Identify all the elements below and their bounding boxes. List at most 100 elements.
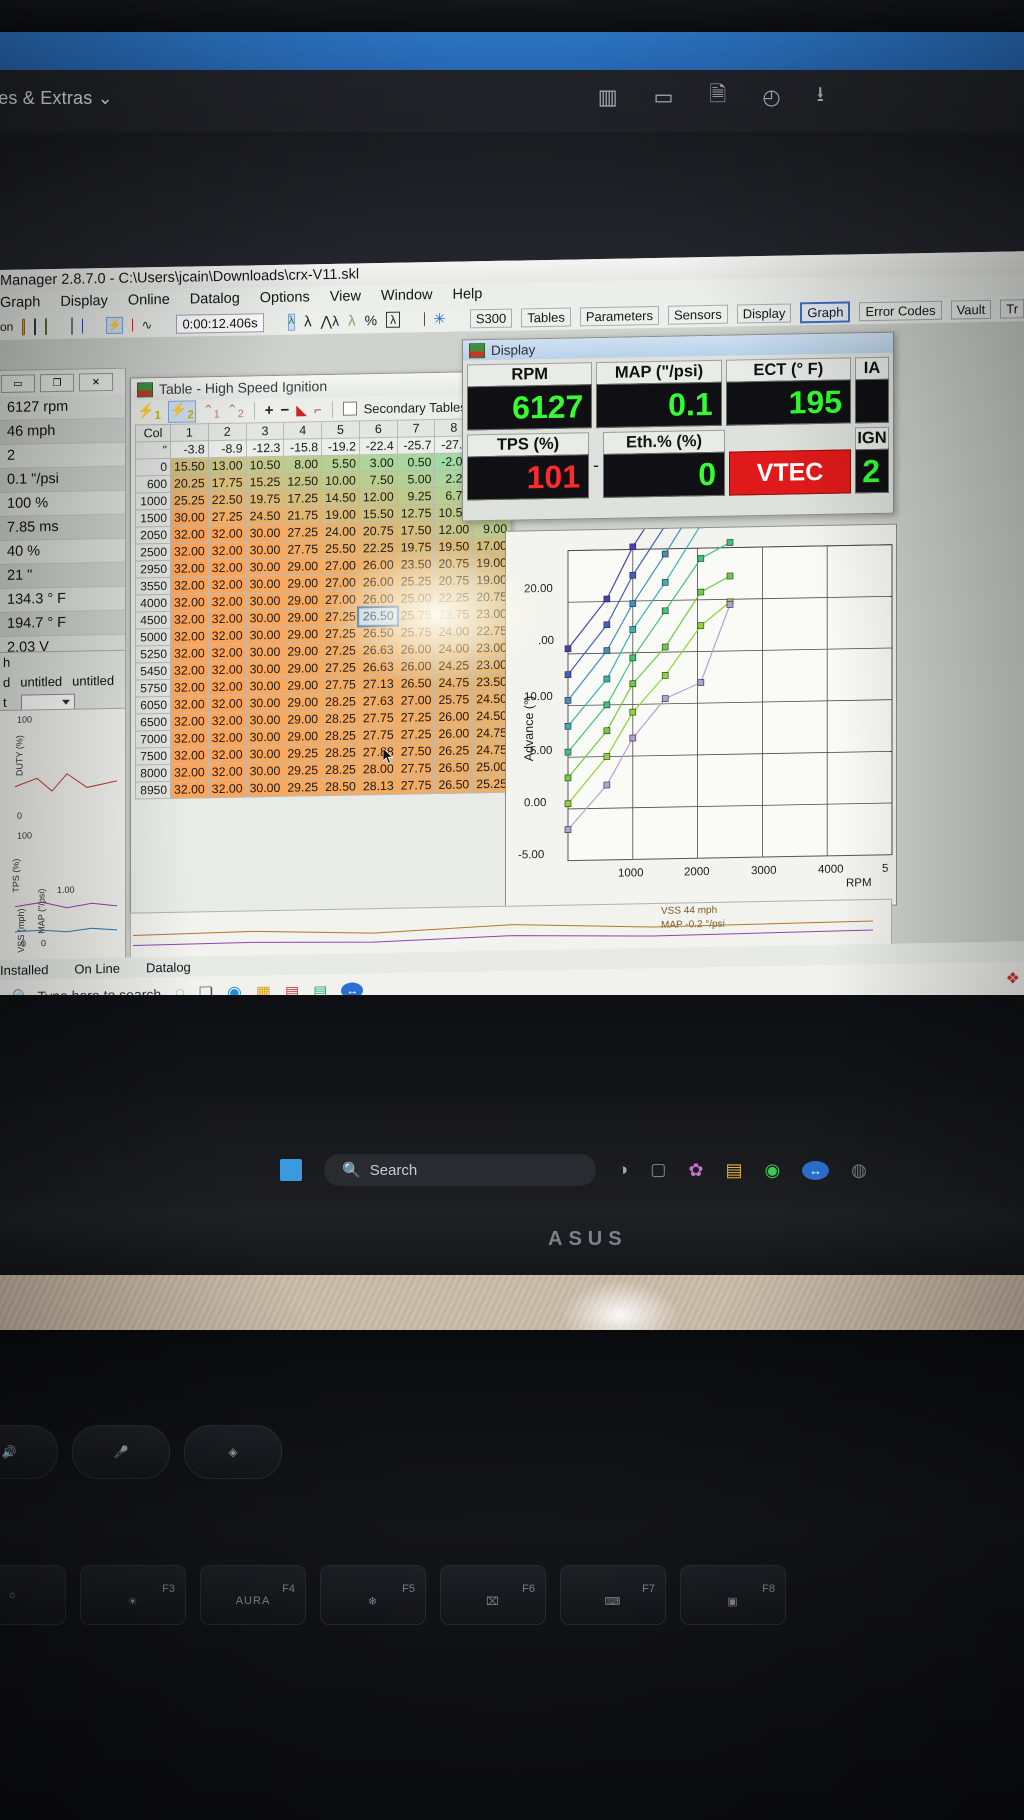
table-cell[interactable]: 32.00 [208, 592, 247, 611]
table-cell[interactable]: 26.50 [359, 624, 398, 642]
menu-online[interactable]: Online [127, 291, 170, 309]
table-cell[interactable]: 25.25 [397, 572, 435, 591]
table-cell[interactable]: 27.25 [397, 708, 435, 727]
tab-graph[interactable]: Graph [800, 300, 851, 323]
table-cell[interactable]: 12.75 [397, 504, 435, 523]
table-cell[interactable]: 32.00 [170, 763, 209, 782]
table-cell[interactable]: 20.75 [359, 522, 398, 540]
bolt-icon[interactable]: ⚡ [106, 316, 124, 334]
table-cell[interactable]: 30.00 [246, 762, 284, 780]
plus-icon[interactable]: + [264, 401, 274, 419]
row-header-rpm[interactable]: 6050 [135, 696, 171, 715]
table-cell[interactable]: 20.75 [434, 554, 473, 573]
table-cell[interactable]: 27.50 [397, 742, 435, 761]
table-cell[interactable]: 32.00 [170, 780, 209, 799]
row-header-rpm[interactable]: 2050 [135, 526, 171, 545]
table-cell[interactable]: 27.00 [397, 691, 435, 710]
key-f4[interactable]: F4 AURA [200, 1565, 306, 1625]
table-cell[interactable]: 26.25 [434, 741, 473, 760]
table-cell[interactable]: 22.50 [208, 490, 247, 509]
taskview-icon[interactable]: ▢ [650, 1160, 667, 1179]
table-cell[interactable]: 32.00 [208, 541, 247, 560]
cam-1-icon[interactable]: ⌃1 [202, 401, 220, 421]
row-header-rpm[interactable]: 600 [135, 475, 171, 494]
table-cell[interactable]: 17.25 [283, 489, 322, 508]
table-cell[interactable]: 32.00 [208, 626, 247, 645]
table-cell[interactable]: 30.00 [246, 541, 284, 559]
table-cell[interactable]: 10.00 [321, 471, 360, 490]
table-cell[interactable]: 30.00 [246, 711, 284, 729]
key-f7[interactable]: F7 ⌨ [560, 1565, 666, 1625]
menu-window[interactable]: Window [380, 287, 433, 305]
menu-view[interactable]: View [329, 288, 361, 305]
table-cell[interactable]: 26.00 [359, 556, 398, 574]
table-cell[interactable]: 32.00 [170, 712, 209, 731]
table-cell[interactable]: 27.63 [359, 692, 398, 710]
widgets-icon[interactable]: ◑ [618, 1160, 629, 1179]
minimize-button[interactable]: ▭ [1, 374, 35, 393]
cam-2-icon[interactable]: ⌃2 [226, 401, 244, 420]
table-cell[interactable]: 19.75 [246, 490, 284, 508]
table-cell[interactable]: 20.25 [170, 474, 209, 493]
menu-display[interactable]: Display [60, 293, 108, 310]
col-header-1[interactable]: 1 [170, 423, 209, 442]
table-cell[interactable]: 32.00 [208, 677, 247, 696]
tab-vault[interactable]: Vault [950, 299, 992, 320]
row-header-rpm[interactable]: 5750 [135, 679, 171, 698]
notify-icon[interactable]: ❖ [1005, 970, 1020, 988]
advance-vs-rpm-chart[interactable] [506, 471, 896, 912]
key-f5[interactable]: F5 ❄ [320, 1565, 426, 1625]
table-cell[interactable]: 30.00 [246, 524, 284, 542]
interpolate-icon[interactable]: ⌐ [314, 401, 322, 417]
table-cell[interactable]: 30.00 [246, 558, 284, 576]
table-cell[interactable]: 27.25 [321, 624, 360, 643]
table-cell[interactable]: 28.50 [321, 777, 360, 796]
table-cell[interactable]: 19.00 [321, 505, 360, 524]
table-cell[interactable]: 27.75 [283, 540, 322, 559]
table-cell[interactable]: 24.75 [434, 673, 473, 692]
table-cell[interactable]: 25.25 [170, 491, 209, 510]
table-cell[interactable]: 12.00 [359, 488, 398, 506]
table-cell[interactable]: 26.50 [397, 674, 435, 693]
table-cell[interactable]: 32.00 [170, 559, 209, 578]
table-cell[interactable]: 29.00 [283, 642, 322, 661]
table-cell[interactable]: 30.00 [246, 660, 284, 678]
chart-icon[interactable]: ▥ [597, 86, 618, 109]
close-button[interactable]: ✕ [79, 372, 113, 392]
table-cell[interactable]: 32.00 [170, 542, 209, 561]
table-cell[interactable]: 32.00 [208, 609, 247, 628]
table-cell[interactable]: 27.13 [359, 675, 398, 693]
table-cell[interactable]: 29.00 [283, 659, 322, 678]
table-cell[interactable]: 32.00 [208, 711, 247, 730]
table-cell[interactable]: 30.00 [246, 592, 284, 610]
table-cell[interactable]: 32.00 [170, 576, 209, 595]
table-cell[interactable]: 14.50 [321, 488, 360, 507]
table-cell[interactable]: 32.00 [170, 678, 209, 697]
col-header-2[interactable]: 2 [208, 422, 247, 441]
table-cell[interactable]: 26.63 [359, 641, 398, 659]
menu-options[interactable]: Options [259, 289, 310, 307]
table-cell[interactable]: 5.50 [321, 454, 360, 473]
table-cell[interactable]: 28.13 [359, 777, 398, 795]
table-cell[interactable]: 25.75 [434, 690, 473, 709]
table-cell[interactable]: 28.25 [321, 709, 360, 728]
table-cell[interactable]: 30.00 [170, 508, 209, 527]
start-icon[interactable] [280, 1159, 302, 1181]
table-cell[interactable]: 15.25 [246, 473, 284, 491]
table-cell[interactable]: 24.00 [434, 639, 473, 658]
table-cell[interactable]: 27.75 [397, 759, 435, 778]
menu-datalog[interactable]: Datalog [189, 290, 240, 308]
table-cell[interactable]: 10.50 [246, 456, 284, 474]
tab-tr[interactable]: Tr [1000, 298, 1024, 319]
col-header-4[interactable]: 4 [283, 421, 322, 440]
table-cell[interactable]: 32.00 [170, 695, 209, 714]
flag-icon[interactable]: ◣ [296, 400, 308, 418]
table-cell[interactable]: 32.00 [208, 575, 247, 594]
table-cell[interactable]: 0.50 [397, 453, 435, 472]
table-cell[interactable]: 28.25 [321, 692, 360, 711]
table-cell[interactable]: 27.75 [359, 709, 398, 727]
table-cell[interactable]: 27.88 [359, 743, 398, 761]
table-cell[interactable]: 26.00 [359, 590, 398, 608]
key-f6[interactable]: F6 ⌧ [440, 1565, 546, 1625]
tab-error-codes[interactable]: Error Codes [859, 300, 942, 321]
